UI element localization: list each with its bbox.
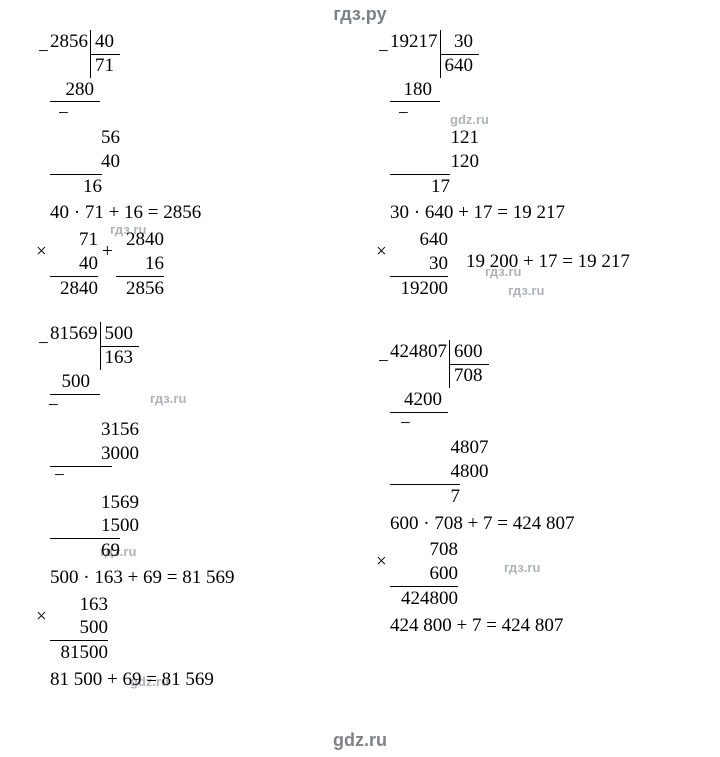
quotient: 640 <box>441 54 480 76</box>
content-columns: − 28564071 280 − 56 40 16 40 · 71 + 16 =… <box>50 30 690 717</box>
remainder: 17 <box>431 176 450 197</box>
header-watermark: гдз.ру <box>0 4 720 25</box>
long-division: − 81569500163 500 − 3156 3000 − 1569 150… <box>50 322 139 563</box>
problem-2: − 1921730640 180 − 121 120 17 30 · 640 +… <box>390 30 690 300</box>
multiplication: × 640 30 19200 <box>390 228 448 300</box>
verification: × 71 40 2840 + 2840 16 2856 <box>50 228 350 300</box>
multiplication: × 708 600 424800 <box>390 538 458 610</box>
problem-3: − 81569500163 500 − 3156 3000 − 1569 150… <box>50 322 350 694</box>
right-column: − 1921730640 180 − 121 120 17 30 · 640 +… <box>390 30 690 717</box>
check-equation: 600 · 708 + 7 = 424 807 <box>390 512 690 536</box>
long-division: − 1921730640 180 − 121 120 17 <box>390 30 479 198</box>
page: гдз.ру gdz.ru гдз.ru gdz.ru гдз.ru гдз.r… <box>0 0 720 757</box>
long-division: − 424807600708 4200 − 4807 4800 7 <box>390 340 489 508</box>
divisor: 30 <box>450 31 479 52</box>
check-equation: 30 · 640 + 17 = 19 217 <box>390 201 690 225</box>
problem-4: − 424807600708 4200 − 4807 4800 7 600 · … <box>390 340 690 640</box>
left-column: − 28564071 280 − 56 40 16 40 · 71 + 16 =… <box>50 30 350 717</box>
addition-inline: 81 500 + 69 = 81 569 <box>50 668 350 692</box>
dividend: 2856 <box>50 31 88 52</box>
addition: + 2840 16 2856 <box>116 228 164 300</box>
quotient: 71 <box>91 54 120 76</box>
dividend: 424807 <box>390 341 447 362</box>
check-equation: 40 · 71 + 16 = 2856 <box>50 201 350 225</box>
remainder: 7 <box>451 486 461 507</box>
check-equation: 500 · 163 + 69 = 81 569 <box>50 566 350 590</box>
quotient: 163 <box>101 346 140 368</box>
quotient: 708 <box>450 364 489 386</box>
step: 40 <box>101 151 120 172</box>
problem-1: − 28564071 280 − 56 40 16 40 · 71 + 16 =… <box>50 30 350 300</box>
addition-inline: 19 200 + 17 = 19 217 <box>466 228 630 274</box>
step: 280 <box>66 79 95 100</box>
dividend: 19217 <box>390 31 438 52</box>
addition-inline: 424 800 + 7 = 424 807 <box>390 614 690 638</box>
divisor: 600 <box>450 341 489 362</box>
remainder: 69 <box>101 540 120 561</box>
remainder: 16 <box>83 176 102 197</box>
verification: × 640 30 19200 19 200 + 17 = 19 217 <box>390 228 690 300</box>
divisor: 500 <box>101 323 140 344</box>
dividend: 81569 <box>50 323 98 344</box>
divisor: 40 <box>91 31 120 52</box>
step: 56 <box>101 127 120 148</box>
footer-watermark: gdz.ru <box>0 730 720 751</box>
multiplication: × 163 500 81500 <box>50 593 108 665</box>
multiplication: × 71 40 2840 <box>50 228 98 300</box>
long-division: − 28564071 280 − 56 40 16 <box>50 30 120 198</box>
